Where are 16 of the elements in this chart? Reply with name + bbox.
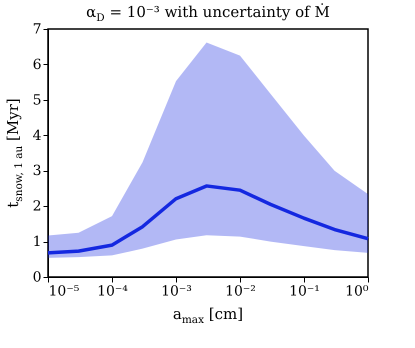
y-tick-label: 4 [32, 128, 42, 144]
x-tick-label: 10⁻³ [161, 284, 192, 300]
y-tick-label: 2 [32, 198, 42, 215]
y-tick-label: 6 [32, 56, 42, 73]
y-tick-label: 7 [32, 22, 42, 38]
y-tick-label: 1 [32, 234, 42, 250]
y-tick-label: 3 [32, 163, 42, 180]
x-tick-label: 10⁻⁵ [48, 284, 80, 300]
x-tick-label: 10⁻¹ [289, 284, 320, 300]
x-tick-label: 10⁻² [225, 284, 256, 300]
y-tick-label: 5 [32, 92, 42, 108]
y-axis-title: tsnow, 1 au [Myr] [4, 98, 25, 208]
x-tick-label: 10⁰ [345, 284, 369, 300]
line-series [46, 184, 370, 255]
x-tick-label: 10⁻⁴ [97, 284, 128, 300]
y-tick-label: 0 [32, 270, 42, 286]
